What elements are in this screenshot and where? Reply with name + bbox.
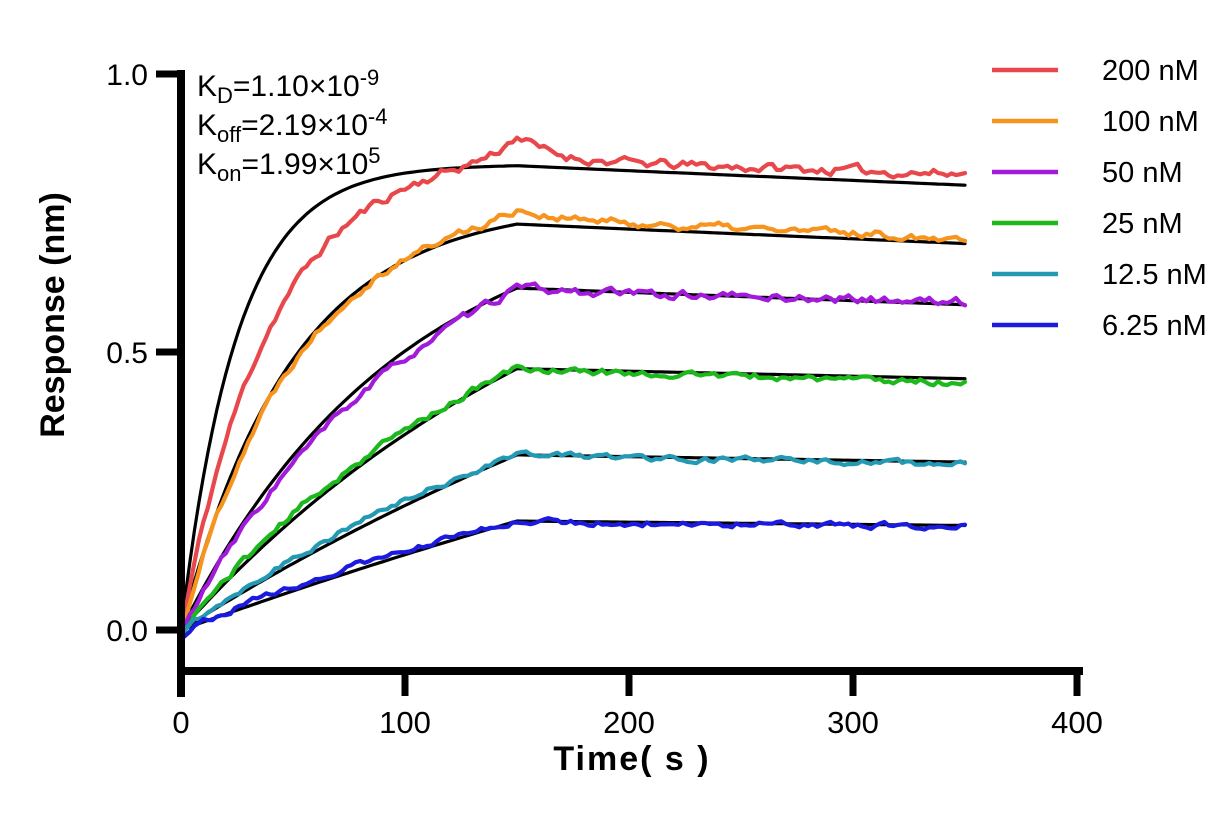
y-tick-label-0.5: 0.5 bbox=[106, 337, 148, 370]
x-tick-label-0: 0 bbox=[172, 705, 189, 740]
data-trace-200-nM bbox=[178, 135, 968, 640]
kinetics-annotation-line-2: Kon=1.99×105 bbox=[197, 143, 381, 186]
x-tick-label-100: 100 bbox=[379, 705, 431, 740]
data-trace-25-nM bbox=[178, 363, 968, 638]
fit-curve-12-5-nM bbox=[179, 453, 967, 632]
legend-label: 25 nM bbox=[1102, 208, 1183, 240]
x-tick-label-200: 200 bbox=[603, 705, 655, 740]
legend-item-50-nM: 50 nM bbox=[992, 157, 1183, 189]
legend-label: 200 nM bbox=[1102, 55, 1199, 87]
legend-label: 12.5 nM bbox=[1102, 259, 1207, 291]
data-trace-100-nM bbox=[178, 208, 968, 639]
data-trace-6-25-nM bbox=[178, 516, 968, 642]
legend-item-6-25-nM: 6.25 nM bbox=[992, 310, 1207, 342]
y-axis-title: Response (nm) bbox=[34, 192, 72, 438]
legend-item-12-5-nM: 12.5 nM bbox=[992, 259, 1207, 291]
legend-item-25-nM: 25 nM bbox=[992, 208, 1183, 240]
kinetics-annotation-line-1: Koff=2.19×10-4 bbox=[197, 104, 387, 147]
legend-item-100-nM: 100 nM bbox=[992, 106, 1199, 138]
kinetics-annotation-line-0: KD=1.10×10-9 bbox=[197, 65, 379, 108]
fit-curve-200-nM bbox=[179, 164, 967, 632]
y-tick-label-1: 1.0 bbox=[106, 59, 148, 92]
y-tick-label-0: 0.0 bbox=[106, 615, 148, 648]
legend-label: 50 nM bbox=[1102, 157, 1183, 189]
x-tick-label-400: 400 bbox=[1051, 705, 1103, 740]
legend-label: 6.25 nM bbox=[1102, 310, 1207, 342]
data-trace-50-nM bbox=[178, 281, 968, 640]
x-tick-label-300: 300 bbox=[827, 705, 879, 740]
data-trace-12-5-nM bbox=[178, 449, 968, 641]
x-axis-title: Time( s ) bbox=[553, 740, 710, 778]
fit-curve-6-25-nM bbox=[179, 519, 967, 632]
fit-curve-100-nM bbox=[179, 222, 967, 632]
legend-item-200-nM: 200 nM bbox=[992, 55, 1199, 87]
legend-label: 100 nM bbox=[1102, 106, 1199, 138]
